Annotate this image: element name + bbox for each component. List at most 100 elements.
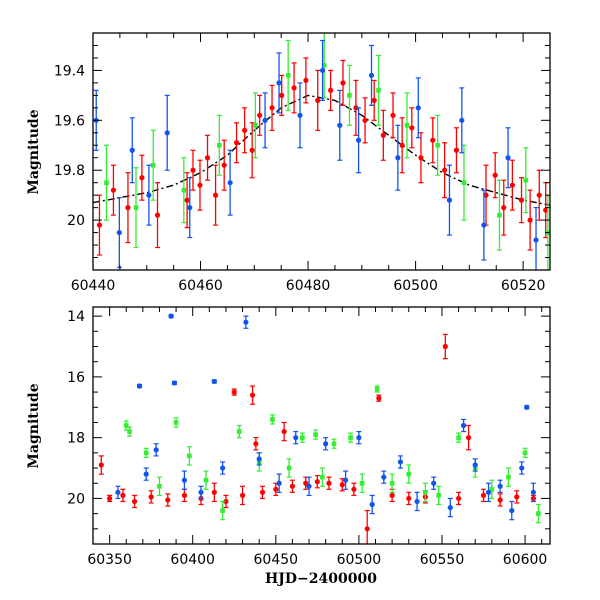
bottom-data-point — [376, 395, 382, 401]
top-data-point — [376, 88, 381, 93]
top-x-tick-label: 60440 — [71, 278, 116, 294]
top-x-tick-label: 60460 — [178, 278, 223, 294]
top-data-point — [164, 130, 170, 136]
top-data-point — [353, 105, 359, 111]
bottom-data-point — [223, 498, 229, 505]
top-data-point — [459, 117, 465, 123]
top-data-point — [249, 147, 255, 153]
top-data-point — [212, 192, 219, 198]
top-plot-area — [93, 33, 550, 270]
top-data-point — [505, 155, 511, 161]
bottom-data-point — [286, 465, 292, 471]
bottom-data-point — [414, 498, 420, 505]
bottom-data-point — [374, 386, 380, 392]
bottom-data-point — [456, 495, 462, 502]
bottom-data-point — [198, 489, 204, 495]
bottom-data-point — [524, 404, 530, 410]
bottom-x-axis-label: HJD−2400000 — [265, 571, 377, 587]
bottom-data-point — [259, 489, 266, 495]
bottom-data-point — [320, 474, 325, 480]
top-data-point — [337, 122, 343, 128]
top-data-point — [181, 187, 187, 193]
bottom-data-point — [506, 474, 511, 480]
bottom-data-point — [356, 435, 362, 441]
top-data-point — [262, 117, 268, 123]
bottom-data-point — [530, 489, 536, 495]
bottom-data-point — [359, 480, 365, 486]
top-data-point — [418, 155, 424, 161]
top-data-point — [217, 142, 222, 148]
bottom-data-point — [157, 483, 162, 489]
bottom-data-point — [339, 482, 345, 488]
bottom-data-point — [364, 526, 370, 532]
top-model-curve — [93, 94, 550, 206]
bottom-data-point — [447, 504, 453, 511]
bottom-data-point — [519, 465, 525, 471]
bottom-x-tick-label: 60500 — [337, 552, 382, 568]
bottom-y-axis-label: Magnitude — [26, 383, 42, 468]
bottom-data-point — [522, 450, 528, 456]
top-data-point — [133, 205, 139, 210]
top-data-point — [481, 222, 487, 228]
top-data-point — [501, 205, 507, 211]
bottom-data-point — [220, 508, 225, 513]
bottom-data-point — [300, 435, 305, 440]
bottom-data-point — [342, 477, 349, 483]
bottom-data-point — [181, 492, 187, 498]
top-y-tick-label: 19.8 — [54, 163, 85, 179]
top-data-point — [303, 77, 309, 83]
bottom-data-point — [497, 497, 503, 503]
top-data-point — [190, 167, 196, 173]
bottom-data-point — [98, 462, 104, 468]
top-data-point — [328, 87, 334, 93]
top-data-point — [453, 147, 460, 153]
top-data-point — [368, 72, 375, 79]
top-data-point — [187, 205, 193, 211]
top-data-point — [146, 192, 152, 198]
bottom-data-point — [406, 471, 412, 477]
top-data-point — [279, 92, 285, 98]
bottom-data-point — [423, 490, 428, 495]
bottom-data-point — [536, 511, 541, 516]
top-data-point — [395, 155, 401, 161]
top-panel: 60440 60460 60480 60500 6052019.419.619.820 … — [26, 32, 551, 294]
top-data-point — [404, 123, 410, 128]
bottom-data-point — [456, 435, 461, 440]
bottom-data-point — [306, 483, 312, 489]
bottom-data-point — [107, 495, 113, 502]
bottom-y-tick-label: 20 — [67, 491, 85, 507]
bottom-data-point — [236, 429, 242, 434]
bottom-data-point — [123, 423, 129, 428]
top-data-point — [197, 182, 203, 188]
bottom-data-point — [460, 422, 467, 429]
bottom-data-point — [472, 462, 478, 468]
bottom-data-point — [203, 477, 209, 483]
bottom-plot-area — [98, 313, 541, 544]
bottom-data-point — [397, 459, 404, 465]
top-data-point — [347, 93, 352, 98]
bottom-x-tick-label: 60600 — [503, 552, 548, 568]
top-y-tick-label: 19.6 — [54, 113, 85, 129]
bottom-x-tick-label: 60350 — [87, 552, 132, 568]
bottom-data-point — [211, 489, 217, 495]
top-data-point — [319, 67, 326, 74]
bottom-data-point — [389, 492, 395, 498]
bottom-data-point — [489, 487, 495, 492]
bottom-data-point — [326, 480, 332, 486]
top-data-point — [399, 142, 405, 148]
top-data-point — [497, 212, 502, 218]
bottom-data-point — [165, 497, 171, 503]
bottom-panel: 60350 60400 60450 60500 60550 60600 14 16 18 20 M… — [26, 306, 551, 587]
bottom-data-point — [171, 380, 178, 386]
top-data-point — [543, 207, 549, 213]
bottom-y-tick-label: 16 — [67, 370, 85, 386]
bottom-data-point — [187, 453, 192, 459]
bottom-data-point — [406, 495, 412, 502]
top-data-point — [371, 97, 377, 103]
top-data-point — [139, 175, 145, 181]
top-data-point — [96, 222, 103, 228]
top-data-point — [483, 192, 489, 198]
top-data-point — [285, 73, 291, 78]
bottom-data-point — [348, 435, 353, 440]
